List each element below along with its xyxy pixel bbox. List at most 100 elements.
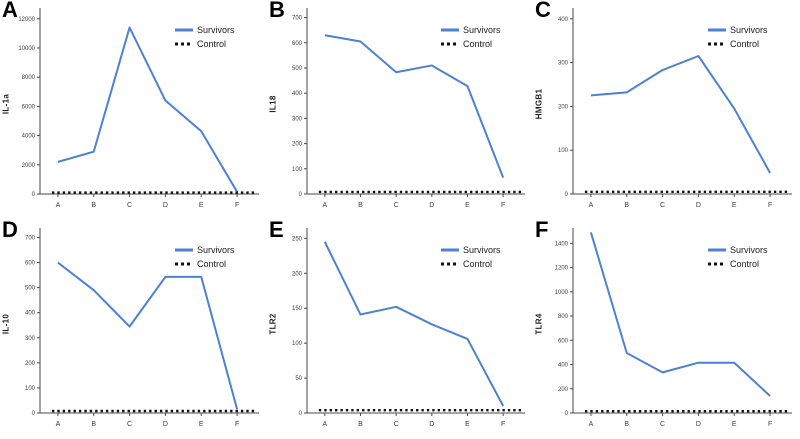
svg-text:Survivors: Survivors bbox=[730, 245, 768, 255]
svg-text:D: D bbox=[163, 202, 168, 209]
svg-text:8000: 8000 bbox=[22, 75, 36, 81]
panel-b-letter: B bbox=[269, 0, 285, 22]
svg-text:A: A bbox=[589, 421, 594, 428]
svg-text:B: B bbox=[91, 202, 96, 209]
svg-text:E: E bbox=[732, 202, 737, 209]
svg-text:150: 150 bbox=[292, 306, 303, 312]
svg-text:B: B bbox=[358, 421, 363, 428]
svg-text:A: A bbox=[56, 202, 61, 209]
svg-text:250: 250 bbox=[292, 236, 303, 242]
svg-text:Survivors: Survivors bbox=[730, 25, 768, 35]
panel-d-chart: 0 100 200 300 400 500 600 700 A B C D E F Survivors Con… bbox=[25, 228, 259, 428]
svg-text:100: 100 bbox=[292, 341, 303, 347]
svg-text:1200: 1200 bbox=[555, 266, 569, 272]
svg-text:E: E bbox=[199, 421, 204, 428]
svg-text:D: D bbox=[429, 202, 434, 209]
panel-c-letter: C bbox=[535, 0, 551, 22]
svg-text:0: 0 bbox=[565, 192, 569, 198]
svg-text:F: F bbox=[235, 202, 239, 209]
svg-text:B: B bbox=[358, 202, 363, 209]
svg-text:Survivors: Survivors bbox=[197, 245, 235, 255]
svg-text:Survivors: Survivors bbox=[463, 25, 501, 35]
svg-text:C: C bbox=[127, 202, 132, 209]
svg-text:700: 700 bbox=[292, 16, 303, 22]
svg-text:C: C bbox=[660, 421, 665, 428]
svg-text:0: 0 bbox=[299, 411, 303, 417]
svg-text:B: B bbox=[91, 421, 96, 428]
svg-text:F: F bbox=[768, 202, 772, 209]
svg-text:F: F bbox=[235, 421, 239, 428]
svg-text:E: E bbox=[465, 202, 470, 209]
panel-f-chart: 0 200 400 600 800 1000 1200 1400 A B C D E F Survivors… bbox=[555, 228, 792, 428]
svg-text:E: E bbox=[732, 421, 737, 428]
svg-text:E: E bbox=[199, 202, 204, 209]
svg-text:A: A bbox=[589, 202, 594, 209]
svg-text:500: 500 bbox=[292, 66, 303, 72]
svg-text:Survivors: Survivors bbox=[463, 245, 501, 255]
svg-text:B: B bbox=[624, 421, 629, 428]
panel-d: D IL-10 0 100 200 300 400 500 600 700 A B C D E F Surv… bbox=[0, 217, 267, 439]
panel-a-chart: 0 2000 4000 6000 8000 10000 12000 A B C D E F Survivo… bbox=[18, 8, 259, 209]
svg-text:E: E bbox=[465, 421, 470, 428]
svg-text:600: 600 bbox=[558, 338, 569, 344]
svg-text:2000: 2000 bbox=[22, 163, 36, 169]
svg-text:300: 300 bbox=[558, 61, 569, 67]
svg-text:D: D bbox=[696, 421, 701, 428]
svg-text:100: 100 bbox=[558, 148, 569, 154]
svg-text:400: 400 bbox=[558, 17, 569, 23]
svg-text:200: 200 bbox=[558, 387, 569, 393]
svg-text:200: 200 bbox=[292, 142, 303, 148]
panel-e-letter: E bbox=[269, 217, 284, 242]
panel-a: A IL-1a 0 2000 4000 6000 8000 10000 12000 A B C D E… bbox=[0, 0, 267, 220]
svg-text:600: 600 bbox=[292, 41, 303, 47]
panel-f-letter: F bbox=[535, 217, 549, 242]
svg-text:4000: 4000 bbox=[22, 134, 36, 140]
panel-e: E TLR2 0 50 100 150 200 250 A B C D E F Survivors Con… bbox=[267, 217, 533, 439]
svg-text:F: F bbox=[501, 421, 505, 428]
svg-text:500: 500 bbox=[25, 286, 36, 292]
svg-text:F: F bbox=[768, 421, 772, 428]
svg-text:200: 200 bbox=[25, 361, 36, 367]
svg-text:Control: Control bbox=[730, 39, 759, 49]
svg-text:D: D bbox=[163, 421, 168, 428]
svg-text:A: A bbox=[56, 421, 61, 428]
svg-text:Control: Control bbox=[730, 259, 759, 269]
svg-text:D: D bbox=[429, 421, 434, 428]
svg-text:0: 0 bbox=[565, 411, 569, 417]
svg-text:12000: 12000 bbox=[18, 17, 35, 23]
svg-text:Control: Control bbox=[463, 259, 492, 269]
svg-text:D: D bbox=[696, 202, 701, 209]
svg-text:200: 200 bbox=[292, 271, 303, 277]
svg-text:B: B bbox=[624, 202, 629, 209]
svg-text:Survivors: Survivors bbox=[197, 25, 235, 35]
svg-text:300: 300 bbox=[25, 336, 36, 342]
panel-e-chart: 0 50 100 150 200 250 A B C D E F Survivors Control bbox=[292, 228, 525, 428]
svg-text:C: C bbox=[394, 202, 399, 209]
svg-text:400: 400 bbox=[292, 91, 303, 97]
panel-f: F TLR4 0 200 400 600 800 1000 1200 1400 A B C D E F Su… bbox=[533, 217, 800, 439]
svg-text:Control: Control bbox=[197, 39, 226, 49]
svg-text:0: 0 bbox=[32, 411, 36, 417]
panel-c: C HMGB1 0 100 200 300 400 A B C D E F Survivors Cont… bbox=[533, 0, 800, 220]
svg-text:300: 300 bbox=[292, 116, 303, 122]
panel-a-letter: A bbox=[2, 0, 18, 22]
svg-text:F: F bbox=[501, 202, 505, 209]
svg-text:A: A bbox=[322, 202, 327, 209]
svg-text:200: 200 bbox=[558, 104, 569, 110]
svg-text:C: C bbox=[660, 202, 665, 209]
svg-text:6000: 6000 bbox=[22, 104, 36, 110]
svg-text:400: 400 bbox=[25, 311, 36, 317]
panel-b: B IL18 0 100 200 300 400 500 600 700 A B C D E F Survi… bbox=[267, 0, 533, 220]
panel-c-chart: 0 100 200 300 400 A B C D E F Survivors Control bbox=[558, 8, 792, 209]
svg-text:600: 600 bbox=[25, 261, 36, 267]
svg-text:A: A bbox=[322, 421, 327, 428]
svg-text:Control: Control bbox=[463, 39, 492, 49]
svg-text:0: 0 bbox=[299, 192, 303, 198]
svg-text:50: 50 bbox=[295, 376, 302, 382]
svg-text:1400: 1400 bbox=[555, 241, 569, 247]
svg-text:C: C bbox=[394, 421, 399, 428]
panel-d-letter: D bbox=[2, 217, 18, 242]
panel-b-chart: 0 100 200 300 400 500 600 700 A B C D E F Survivors Con… bbox=[292, 8, 525, 209]
svg-text:700: 700 bbox=[25, 236, 36, 242]
